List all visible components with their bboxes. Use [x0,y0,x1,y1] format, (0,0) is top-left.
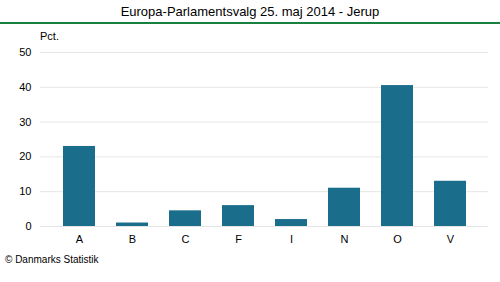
html-text:Europa-Parlamentsvalg 25. maj: Europa-Parlamentsvalg 25. maj 2014 - Jer… [120,4,380,19]
svg-text:B: B [129,233,136,245]
svg-text:I: I [290,233,293,245]
html-text:© Danmarks Statistik: © Danmarks Statistik [5,254,99,265]
svg-text:O: O [393,233,402,245]
svg-text:C: C [182,233,190,245]
svg-text:0: 0 [25,220,31,232]
html-text:Pct.: Pct. [40,30,59,42]
svg-text:20: 20 [19,150,31,162]
svg-text:F: F [235,233,242,245]
svg-text:A: A [76,233,84,245]
svg-text:30: 30 [19,116,31,128]
svg-text:V: V [447,233,455,245]
svg-text:N: N [341,233,349,245]
svg-text:40: 40 [19,81,31,93]
svg-text:10: 10 [19,185,31,197]
svg-text:50: 50 [19,46,31,58]
